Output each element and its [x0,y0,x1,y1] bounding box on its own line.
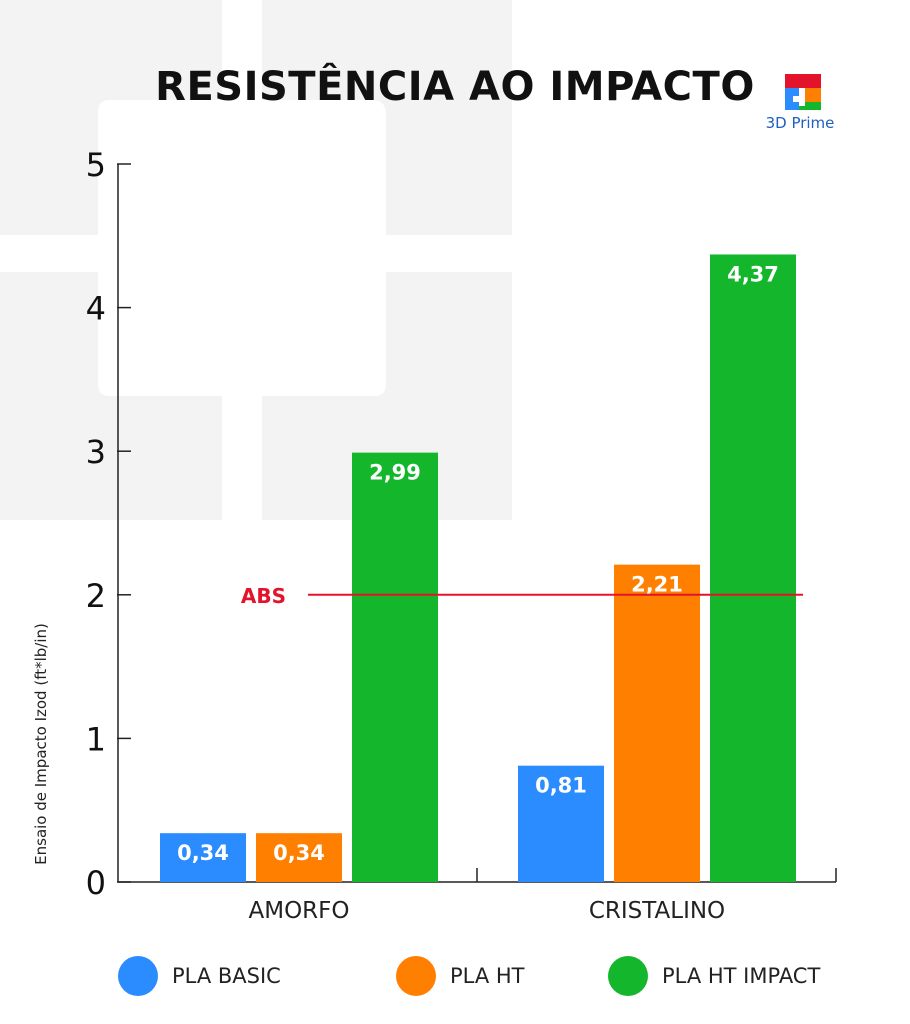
bar [160,833,246,882]
bar-value-label: 2,21 [631,573,683,597]
legend-swatch-pla-ht-impact [608,956,648,996]
legend-swatch-pla-ht [396,956,436,996]
chart-title: RESISTÊNCIA AO IMPACTO [155,64,755,110]
legend-swatch-pla-basic [118,956,158,996]
bar [352,452,438,882]
y-tick-label: 4 [86,290,106,328]
bar [614,564,700,882]
legend-label-pla-ht: PLA HT [450,964,525,988]
bar-value-label: 4,37 [727,262,779,286]
chart-labels: 0,34 0,34 2,99 AMORFO 0,81 2,21 4,37 CRISTALINO [177,262,779,924]
y-tick-label: 1 [86,720,106,758]
3d-prime-logo-icon [785,74,821,110]
y-tick-label: 5 [86,146,106,184]
bar-value-label: 0,34 [273,841,325,865]
abs-reference-label: ABS [241,584,286,608]
legend-label-pla-ht-impact: PLA HT IMPACT [662,964,821,988]
bar [710,254,796,882]
bar-value-label: 2,99 [369,461,421,485]
legend-label-pla-basic: PLA BASIC [172,964,281,988]
bar-value-label: 0,34 [177,841,229,865]
y-tick-label: 3 [86,433,106,471]
bar-value-label: 0,81 [535,774,587,798]
y-axis-label: Ensaio de Impacto Izod (ft*lb/in) [32,623,50,865]
x-category-label: AMORFO [249,898,350,924]
bar [518,765,604,882]
y-tick-label: 0 [86,864,106,902]
x-category-label: CRISTALINO [589,898,725,924]
y-tick-label: 2 [86,577,106,615]
logo-label: 3D Prime [765,114,835,132]
bar [256,833,342,882]
chart-bars [160,254,796,882]
